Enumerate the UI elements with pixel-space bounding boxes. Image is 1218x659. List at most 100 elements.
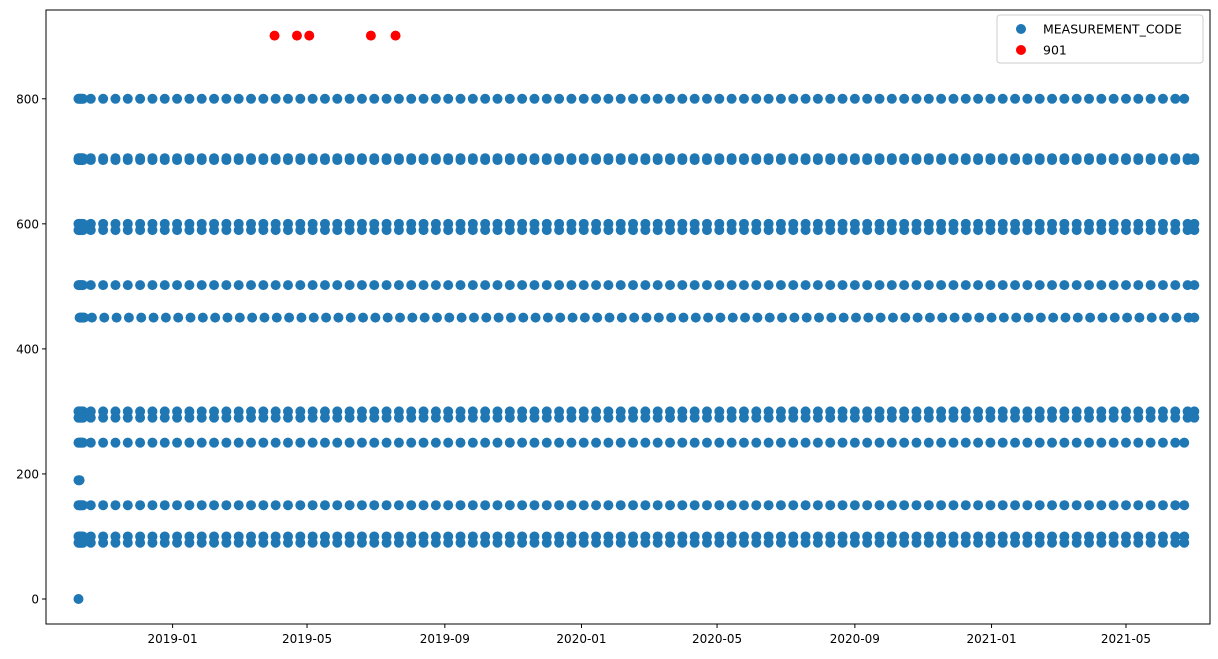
data-point	[1145, 412, 1156, 423]
data-point	[1120, 93, 1131, 104]
data-point	[997, 153, 1008, 164]
data-point	[258, 537, 269, 548]
data-point	[566, 93, 577, 104]
data-point	[1096, 537, 1107, 548]
data-point	[77, 93, 88, 104]
data-point	[221, 500, 232, 511]
data-point	[467, 225, 478, 236]
data-point	[1022, 93, 1033, 104]
data-point	[1108, 280, 1119, 291]
data-point	[1189, 153, 1200, 164]
data-point	[788, 225, 799, 236]
data-point	[246, 280, 257, 291]
data-point	[344, 437, 355, 448]
data-point	[862, 280, 873, 291]
data-point	[1084, 537, 1095, 548]
data-point	[1108, 93, 1119, 104]
plot-area	[45, 9, 1211, 625]
data-point	[431, 312, 442, 323]
data-point	[246, 153, 257, 164]
data-point	[319, 153, 330, 164]
data-point	[740, 312, 751, 323]
data-point	[77, 225, 88, 236]
data-point	[393, 280, 404, 291]
data-point	[1133, 537, 1144, 548]
data-point	[196, 225, 207, 236]
data-point	[172, 437, 183, 448]
data-point	[591, 153, 602, 164]
data-point	[1047, 500, 1058, 511]
data-point	[986, 312, 997, 323]
data-point	[455, 500, 466, 511]
data-point	[775, 412, 786, 423]
data-point	[652, 225, 663, 236]
data-point	[504, 93, 515, 104]
data-point	[997, 225, 1008, 236]
data-point	[591, 412, 602, 423]
data-point	[566, 412, 577, 423]
data-point	[147, 93, 158, 104]
data-point	[738, 225, 749, 236]
data-point	[628, 225, 639, 236]
data-point	[504, 280, 515, 291]
data-point	[492, 93, 503, 104]
data-point	[541, 153, 552, 164]
data-point	[1170, 153, 1181, 164]
data-point	[665, 500, 676, 511]
data-point	[652, 280, 663, 291]
data-point	[258, 437, 269, 448]
data-point	[1096, 225, 1107, 236]
data-point	[418, 225, 429, 236]
data-point	[800, 225, 811, 236]
data-point	[246, 500, 257, 511]
data-point	[603, 412, 614, 423]
data-point	[677, 93, 688, 104]
data-point	[1108, 537, 1119, 548]
data-point	[849, 500, 860, 511]
data-point	[505, 312, 516, 323]
data-point	[209, 280, 220, 291]
data-point	[726, 280, 737, 291]
data-point	[246, 412, 257, 423]
data-point	[899, 500, 910, 511]
data-point	[517, 225, 528, 236]
data-point	[382, 312, 393, 323]
data-point	[1047, 437, 1058, 448]
data-point	[591, 280, 602, 291]
data-point	[985, 225, 996, 236]
data-point	[517, 500, 528, 511]
data-points-layer	[73, 30, 1200, 604]
data-point	[1145, 537, 1156, 548]
data-point	[209, 412, 220, 423]
data-point	[79, 312, 90, 323]
data-point	[998, 312, 1009, 323]
data-point	[492, 437, 503, 448]
data-point	[1170, 280, 1181, 291]
data-point	[1010, 280, 1021, 291]
data-point	[1145, 93, 1156, 104]
data-point	[77, 153, 88, 164]
data-point	[763, 437, 774, 448]
data-point	[517, 280, 528, 291]
data-point	[911, 93, 922, 104]
data-point	[652, 153, 663, 164]
data-point	[246, 437, 257, 448]
data-point	[1071, 93, 1082, 104]
data-point	[592, 312, 603, 323]
data-point	[738, 437, 749, 448]
data-point	[529, 500, 540, 511]
data-point	[369, 437, 380, 448]
data-point	[849, 437, 860, 448]
data-point	[443, 280, 454, 291]
data-point	[430, 225, 441, 236]
series-901	[269, 30, 401, 41]
data-point	[517, 153, 528, 164]
data-point	[764, 312, 775, 323]
data-point	[689, 500, 700, 511]
data-point	[1071, 437, 1082, 448]
data-point	[284, 312, 295, 323]
data-point	[1071, 537, 1082, 548]
data-point	[751, 280, 762, 291]
data-point	[1022, 280, 1033, 291]
data-point	[788, 153, 799, 164]
